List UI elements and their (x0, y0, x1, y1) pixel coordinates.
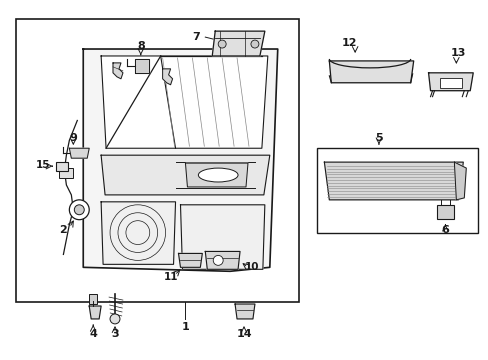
Polygon shape (113, 63, 122, 79)
Bar (60, 168, 73, 178)
Polygon shape (205, 251, 240, 269)
Polygon shape (101, 155, 269, 195)
Circle shape (69, 200, 89, 220)
Bar (436, 205, 453, 219)
Bar (56, 162, 68, 171)
Ellipse shape (198, 168, 238, 182)
Bar (89, 294, 97, 304)
Text: 10: 10 (244, 262, 259, 272)
Polygon shape (427, 73, 472, 91)
Text: 8: 8 (137, 41, 144, 51)
Bar (317, 148, 477, 233)
Circle shape (250, 40, 258, 48)
Circle shape (213, 255, 223, 265)
Polygon shape (163, 69, 172, 85)
Polygon shape (83, 49, 277, 271)
Text: 12: 12 (341, 38, 356, 48)
Circle shape (110, 314, 120, 324)
Text: 3: 3 (111, 329, 119, 339)
Polygon shape (180, 205, 264, 269)
Text: 9: 9 (69, 133, 77, 143)
Text: 6: 6 (441, 225, 448, 235)
Text: 15: 15 (36, 160, 51, 170)
Bar (16, 19, 298, 302)
Text: 13: 13 (450, 48, 465, 58)
Polygon shape (185, 163, 247, 187)
Text: 5: 5 (374, 133, 382, 143)
Bar (440, 78, 461, 88)
Text: 4: 4 (89, 329, 97, 339)
Polygon shape (212, 31, 264, 56)
Polygon shape (235, 304, 254, 319)
Text: 7: 7 (192, 32, 200, 42)
Circle shape (218, 40, 225, 48)
Polygon shape (324, 162, 462, 200)
Polygon shape (453, 162, 466, 200)
Polygon shape (69, 148, 89, 158)
Polygon shape (89, 306, 101, 319)
Polygon shape (101, 202, 175, 264)
Text: 14: 14 (236, 329, 251, 339)
Text: 2: 2 (60, 225, 67, 235)
Circle shape (74, 205, 84, 215)
Text: 11: 11 (163, 272, 178, 282)
Polygon shape (328, 61, 413, 83)
Polygon shape (101, 56, 267, 148)
Polygon shape (178, 253, 202, 267)
Polygon shape (135, 59, 148, 73)
Text: 1: 1 (181, 322, 189, 332)
